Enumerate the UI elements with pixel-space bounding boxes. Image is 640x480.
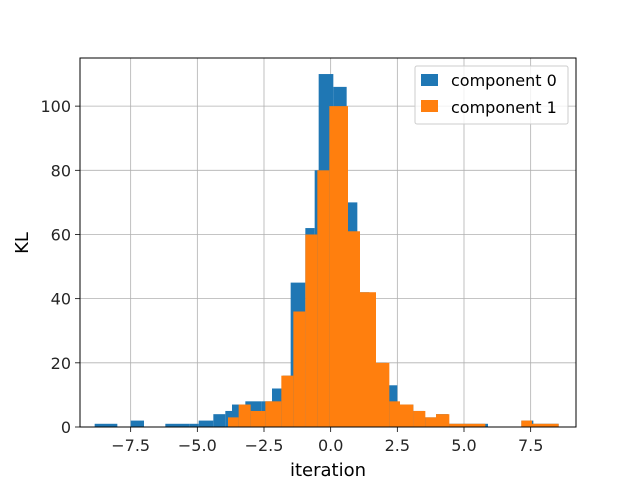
x-tick-label: −7.5 bbox=[111, 436, 150, 455]
x-tick-label: −2.5 bbox=[245, 436, 284, 455]
y-tick-label: 40 bbox=[51, 290, 71, 309]
legend-swatch-component-1 bbox=[421, 100, 438, 112]
legend-swatch-component-0 bbox=[421, 74, 438, 86]
histogram-bar bbox=[165, 423, 190, 427]
y-tick-label: 80 bbox=[51, 161, 71, 180]
x-tick-label: 5.0 bbox=[451, 436, 476, 455]
histogram-bar bbox=[94, 423, 118, 427]
x-tick-label: 2.5 bbox=[385, 436, 410, 455]
y-tick-label: 0 bbox=[61, 418, 71, 437]
histogram-bar bbox=[400, 404, 414, 427]
x-axis-label: iteration bbox=[290, 460, 366, 480]
histogram-bar bbox=[293, 311, 306, 427]
histogram-bar bbox=[189, 423, 199, 427]
histogram-bar bbox=[449, 423, 467, 427]
histogram-bar bbox=[238, 404, 251, 427]
histogram-bar bbox=[389, 401, 400, 427]
histogram-bar bbox=[348, 231, 360, 427]
x-tick-label: 7.5 bbox=[518, 436, 543, 455]
histogram-bar bbox=[521, 420, 532, 427]
series-1 bbox=[228, 106, 559, 427]
axes-frame bbox=[79, 57, 577, 428]
histogram-bar bbox=[317, 170, 330, 427]
y-tick-label: 100 bbox=[40, 97, 71, 116]
histogram-bar bbox=[376, 362, 390, 427]
y-axis-ticks: 0 20 40 60 80 100 bbox=[40, 97, 80, 437]
histogram-bar bbox=[532, 423, 559, 427]
histogram-bar bbox=[228, 417, 239, 427]
y-axis-label: KL bbox=[12, 232, 33, 254]
x-axis-ticks: −7.5 −5.0 −2.5 0.0 2.5 5.0 7.5 bbox=[111, 427, 543, 455]
x-tick-label: −5.0 bbox=[178, 436, 217, 455]
y-tick-label: 60 bbox=[51, 225, 71, 244]
histogram-bar bbox=[360, 292, 376, 427]
histogram-bar bbox=[413, 410, 426, 427]
histogram-bar bbox=[305, 234, 318, 427]
legend: component 0 component 1 bbox=[414, 65, 569, 125]
histogram-bar bbox=[281, 375, 294, 427]
histogram-bar bbox=[213, 414, 226, 427]
histogram-bar bbox=[466, 423, 486, 427]
histogram-bar bbox=[265, 401, 282, 427]
y-tick-label: 20 bbox=[51, 354, 71, 373]
histogram-bar bbox=[329, 106, 348, 427]
histogram-bar bbox=[425, 417, 436, 427]
legend-box bbox=[414, 65, 569, 125]
legend-label-component-0: component 0 bbox=[451, 71, 557, 90]
legend-label-component-1: component 1 bbox=[451, 98, 557, 117]
bars bbox=[94, 74, 559, 427]
x-tick-label: 0.0 bbox=[318, 436, 343, 455]
histogram-bar bbox=[436, 414, 450, 427]
histogram-bar bbox=[130, 420, 144, 427]
histogram-bar bbox=[198, 420, 214, 427]
histogram-bar bbox=[250, 410, 266, 427]
